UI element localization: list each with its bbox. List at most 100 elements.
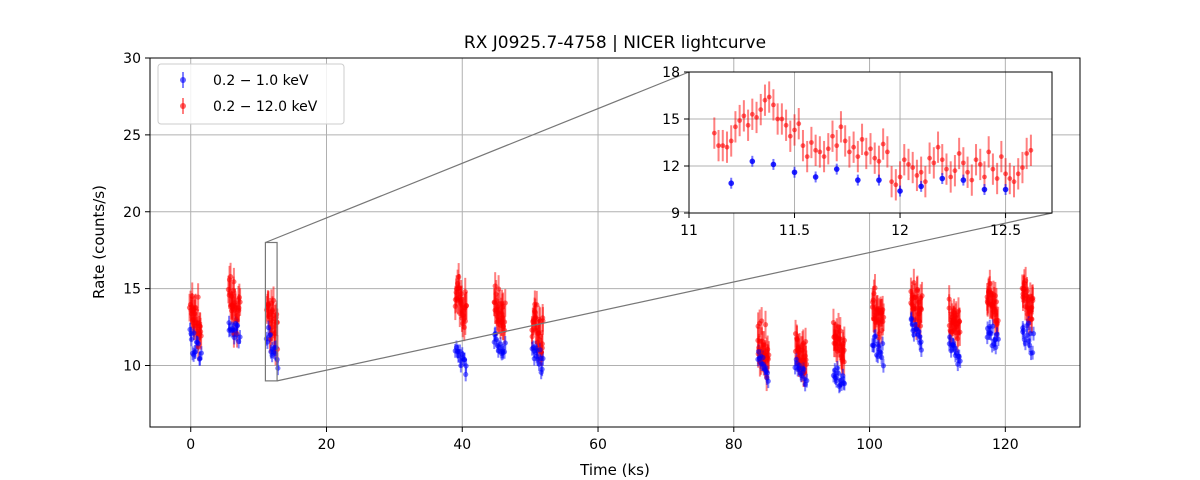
inset-full-band-data-point [728, 138, 734, 144]
inset-full-band-data-point [910, 165, 916, 170]
full-band-data-point [799, 347, 806, 353]
inset-full-band-data-point [771, 102, 776, 108]
full-band-data-point [955, 308, 962, 314]
x-tick-label: 80 [725, 437, 743, 453]
inset-full-band-data-point [922, 179, 928, 185]
full-band-data-point [462, 318, 468, 324]
full-band-data-point [236, 307, 242, 313]
full-band-data-point [956, 318, 963, 325]
full-band-data-point [534, 302, 540, 308]
soft-band-data-point [801, 366, 807, 372]
soft-band-data-point [1030, 350, 1036, 356]
inset-full-band-data-point [931, 160, 937, 166]
full-band-data-point [463, 303, 469, 309]
soft-band-data-point [834, 365, 840, 371]
inset-full-band-data-point [758, 107, 764, 112]
full-band-data-point [492, 283, 498, 289]
full-band-data-point [197, 329, 204, 335]
inset-soft-band-data-point [728, 180, 735, 187]
full-band-data-point [237, 299, 243, 305]
inset-full-band-data-point [880, 141, 886, 147]
full-band-data-point [456, 285, 463, 291]
inset-soft-band-data-point [855, 177, 861, 183]
soft-band-data-point [1030, 331, 1037, 337]
soft-band-data-point [841, 381, 848, 387]
y-axis-label: Rate (counts/s) [90, 185, 108, 299]
full-band-data-point [835, 324, 842, 330]
soft-band-data-point [1020, 327, 1027, 333]
inset-full-band-data-point [1020, 165, 1025, 170]
full-band-data-point [916, 299, 922, 305]
inset-full-band-data-point [855, 154, 861, 160]
inset-full-band-data-point [1015, 171, 1021, 177]
inset-soft-band-data-point [770, 161, 777, 168]
legend-entry-soft-band: 0.2 − 1.0 keV [180, 72, 309, 89]
full-band-data-point [911, 280, 917, 286]
soft-band-data-point [878, 350, 884, 356]
inset-full-band-data-point [762, 97, 768, 103]
inset-x-ticks: 11 11.5 12 12.5 [680, 213, 1021, 239]
inset-data-points [711, 94, 1034, 194]
full-band-data-point [871, 290, 877, 297]
full-band-data-point [869, 304, 876, 310]
legend-entry-full-band: 0.2 − 12.0 keV [180, 98, 318, 115]
full-band-data-point [880, 307, 886, 313]
full-band-data-point [946, 296, 952, 302]
full-band-data-point [189, 293, 195, 299]
inset-full-band-data-point [1024, 151, 1030, 156]
inset-full-band-data-point [956, 151, 962, 156]
inset-full-band-data-point [711, 130, 717, 136]
y-tick-label: 30 [123, 51, 141, 67]
zoom-region-box [264, 241, 278, 382]
full-band-data-point [502, 300, 508, 306]
soft-band-data-point [880, 340, 886, 347]
inset-full-band-data-point [969, 177, 975, 183]
inset-full-band-data-point [724, 144, 730, 150]
full-band-data-point [794, 336, 800, 343]
soft-band-data-point [990, 323, 996, 329]
soft-band-data-point [461, 356, 468, 363]
soft-band-data-point [760, 354, 766, 361]
inset-full-band-data-point [977, 162, 983, 167]
soft-band-data-point [501, 349, 508, 355]
inset-y-tick-label: 12 [662, 159, 680, 175]
legend-box [157, 63, 345, 125]
full-band-data-point [918, 306, 925, 312]
soft-band-data-point [876, 343, 882, 350]
soft-band-data-point [957, 358, 963, 364]
full-band-data-point [841, 337, 847, 343]
full-band-data-point [765, 346, 771, 352]
full-band-data-point [987, 281, 993, 287]
soft-band-data-point [458, 362, 464, 369]
full-band-data-point [230, 287, 237, 293]
inset-soft-band-data-point [1002, 186, 1009, 193]
soft-band-data-point [198, 350, 204, 356]
inset-full-band-data-point [990, 166, 996, 172]
full-band-data-point [919, 293, 925, 299]
soft-band-data-point [879, 354, 885, 360]
main-axes-frame [149, 57, 1081, 428]
full-band-data-point [195, 294, 201, 300]
full-band-data-point [540, 318, 546, 324]
soft-band-data-point [911, 332, 917, 338]
inset-soft-band-data-point [812, 174, 819, 180]
inset-soft-band-data-point [960, 177, 967, 183]
full-band-data-point [881, 314, 887, 320]
inset-full-band-data-point [842, 138, 848, 144]
full-band-data-point [499, 314, 505, 320]
y-tick-label: 20 [123, 205, 141, 221]
soft-band-data-point [226, 320, 232, 326]
inset-full-band-data-point [897, 174, 903, 180]
inset-full-band-data-point [998, 154, 1004, 160]
inset-full-band-data-point [973, 157, 979, 163]
inset-full-band-data-point [830, 133, 835, 139]
inset-soft-band-data-point [918, 183, 924, 190]
inset-full-band-data-point [935, 144, 941, 150]
inset-full-band-data-point [779, 116, 785, 122]
inset-full-band-data-point [851, 144, 857, 150]
soft-band-data-point [187, 326, 193, 333]
main-error-bars [188, 262, 1035, 394]
inset-soft-band-data-point [981, 186, 988, 193]
full-band-data-point [837, 336, 843, 342]
full-band-data-point [870, 297, 876, 303]
